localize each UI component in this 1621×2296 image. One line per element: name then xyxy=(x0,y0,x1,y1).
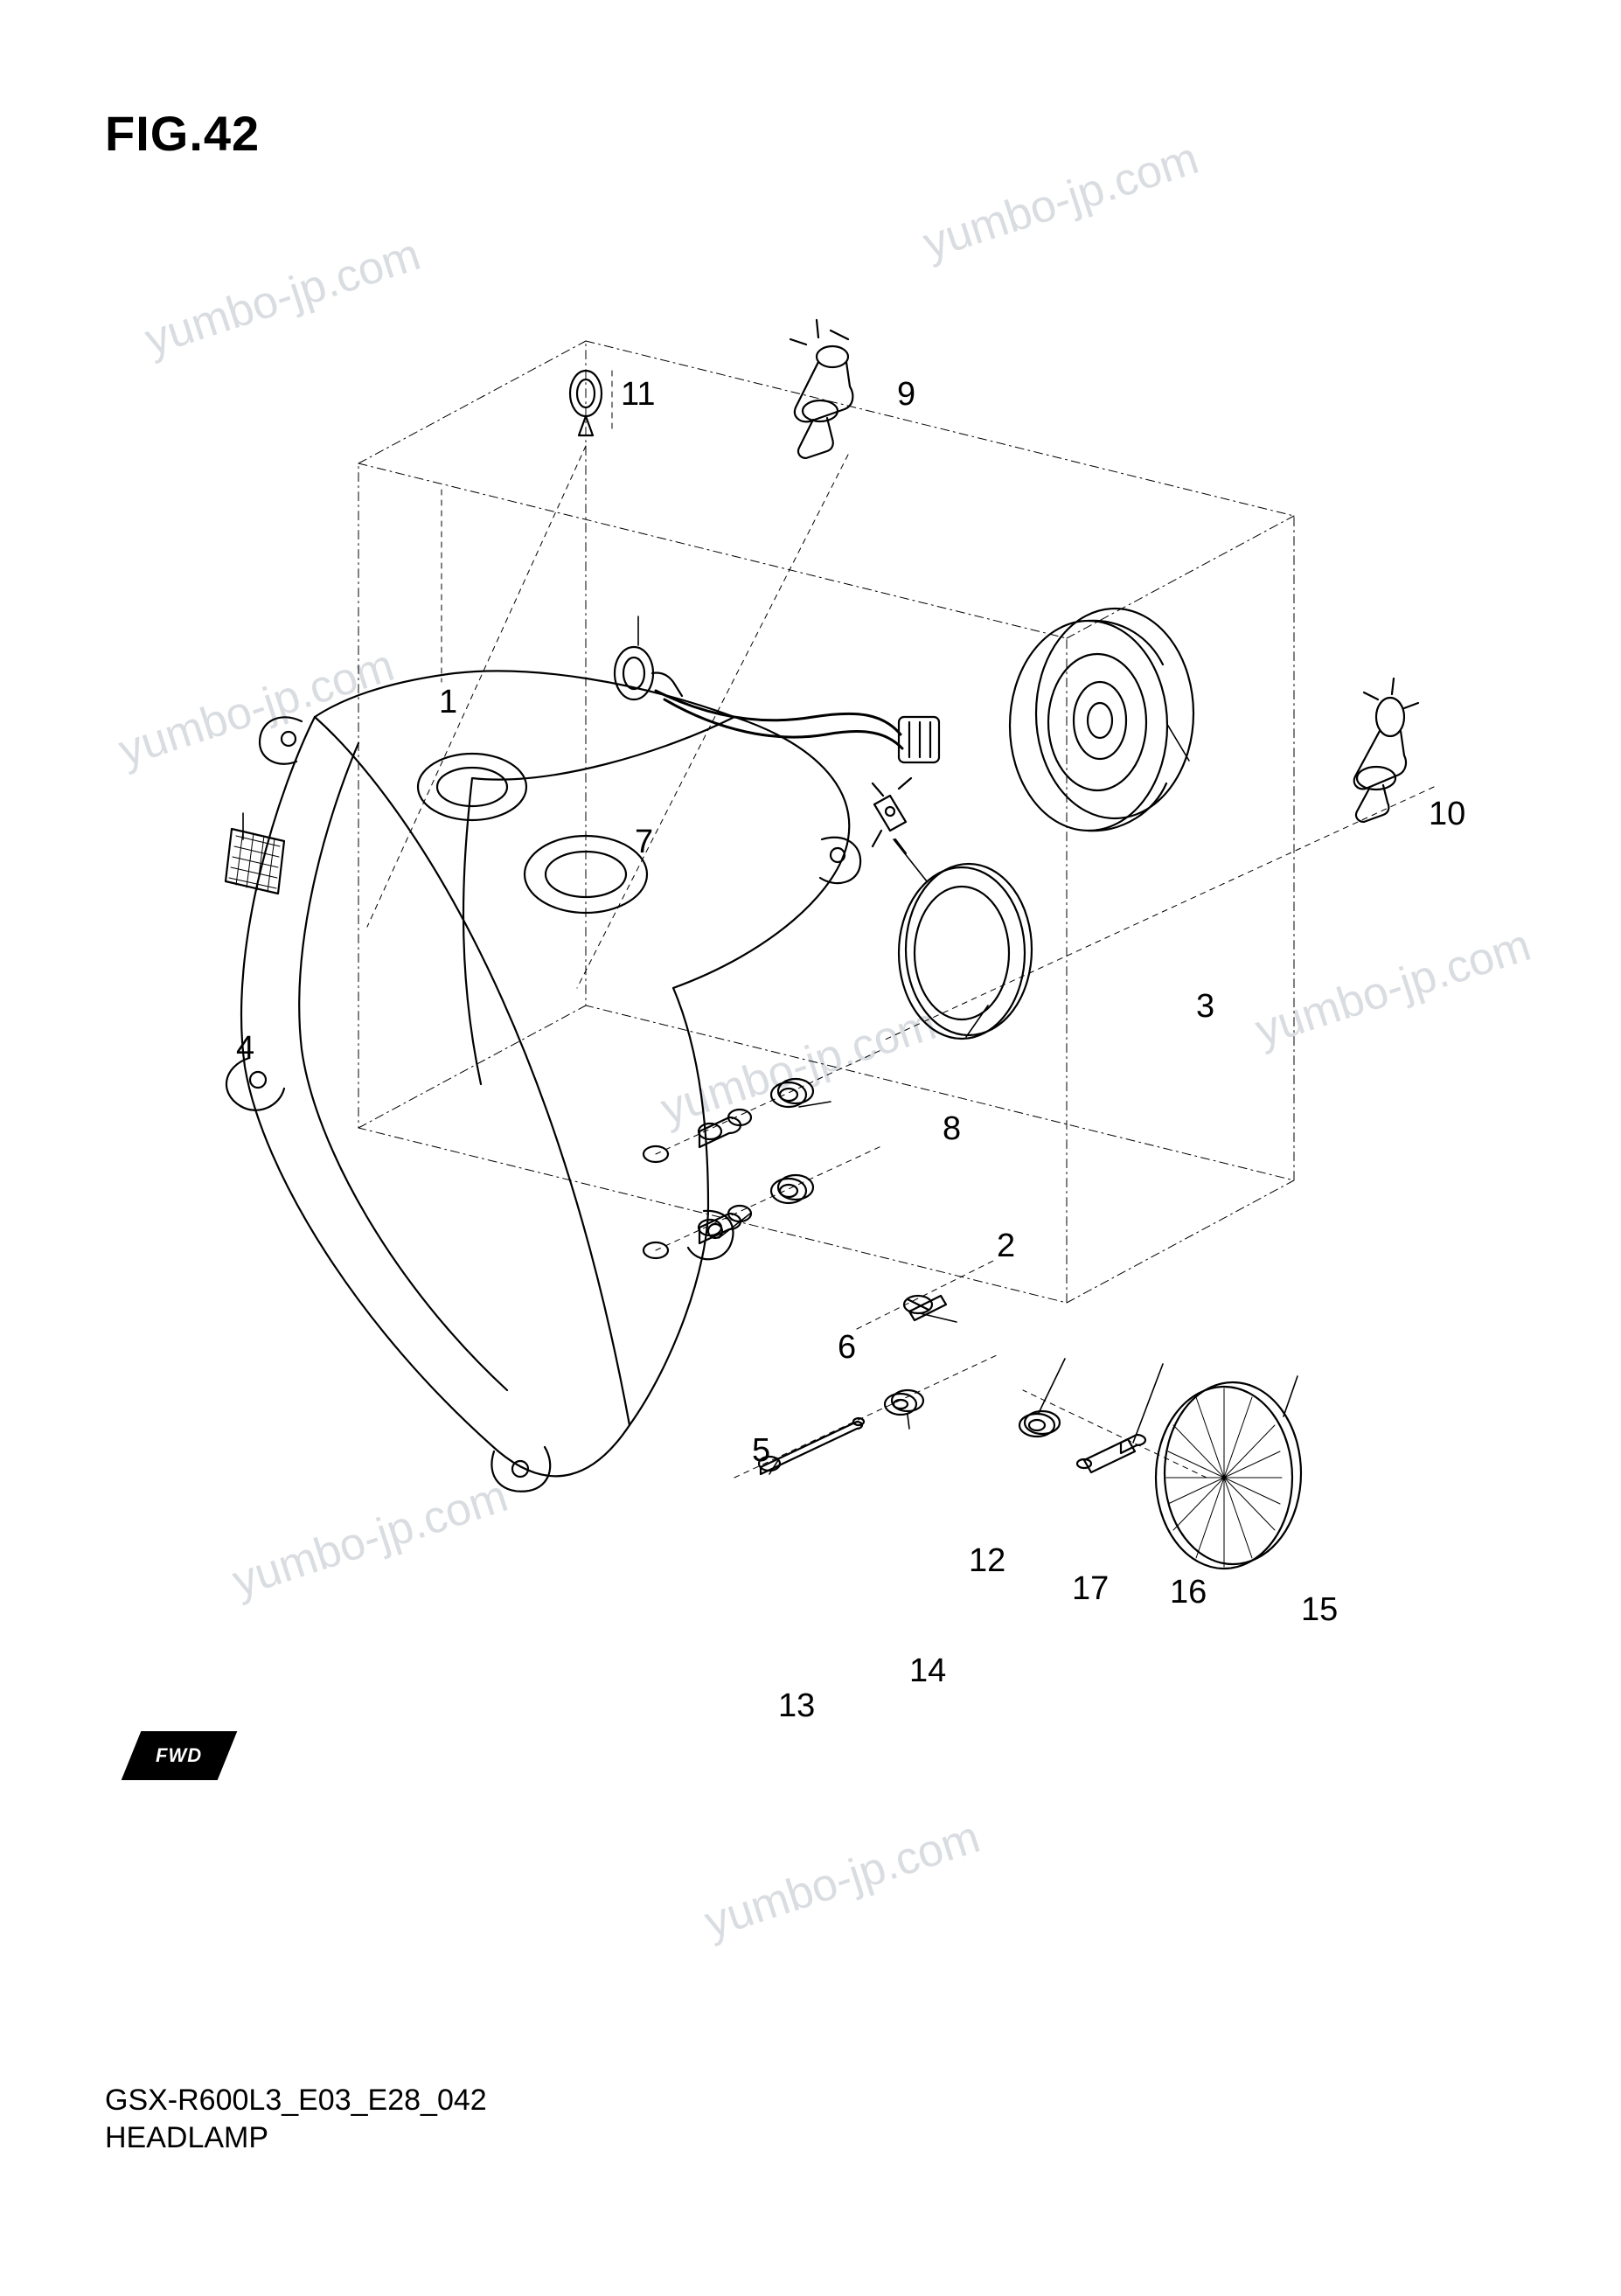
callout-14: 14 xyxy=(909,1652,946,1690)
figure-footer: GSX-R600L3_E03_E28_042 HEADLAMP xyxy=(105,2082,487,2156)
callout-12: 12 xyxy=(969,1542,1005,1580)
callout-17: 17 xyxy=(1072,1570,1109,1608)
part-9-bulb xyxy=(790,320,852,458)
callout-9: 9 xyxy=(897,376,915,414)
part-12-screw xyxy=(904,1296,946,1320)
callout-10: 10 xyxy=(1429,796,1465,833)
part-6-grommet-b xyxy=(771,1175,813,1203)
callout-11: 11 xyxy=(621,376,655,414)
part-14-nut xyxy=(885,1390,923,1415)
callout-3: 3 xyxy=(1196,988,1214,1026)
footer-code-line: GSX-R600L3_E03_E28_042 xyxy=(105,2084,487,2117)
callout-16: 16 xyxy=(1170,1574,1207,1611)
callout-13: 13 xyxy=(778,1687,815,1725)
callout-15: 15 xyxy=(1301,1591,1338,1629)
callout-1: 1 xyxy=(439,684,457,721)
part-6-grommet xyxy=(771,1079,813,1107)
part-7-socket xyxy=(615,647,939,762)
fwd-badge: FWD xyxy=(122,1731,238,1780)
footer-name-line: HEADLAMP xyxy=(105,2121,268,2154)
part-8-retainer xyxy=(873,778,911,853)
part-10-bulb xyxy=(1354,678,1418,822)
callout-8: 8 xyxy=(943,1110,961,1148)
callout-4: 4 xyxy=(236,1030,254,1068)
part-4-mesh xyxy=(226,829,284,894)
part-15-reflector-disc xyxy=(1156,1382,1301,1569)
callout-6: 6 xyxy=(838,1329,856,1367)
figure-title: FIG.42 xyxy=(105,105,260,162)
part-headlamp-housing xyxy=(226,671,860,1491)
fwd-label: FWD xyxy=(156,1744,202,1767)
part-16-spacer xyxy=(1077,1435,1145,1472)
part-17-washer xyxy=(1019,1411,1060,1437)
callout-5: 5 xyxy=(752,1432,770,1470)
callout-7: 7 xyxy=(635,824,653,861)
part-2-seal xyxy=(899,864,1032,1039)
part-3-reflector xyxy=(1010,609,1193,831)
callout-2: 2 xyxy=(997,1228,1015,1265)
